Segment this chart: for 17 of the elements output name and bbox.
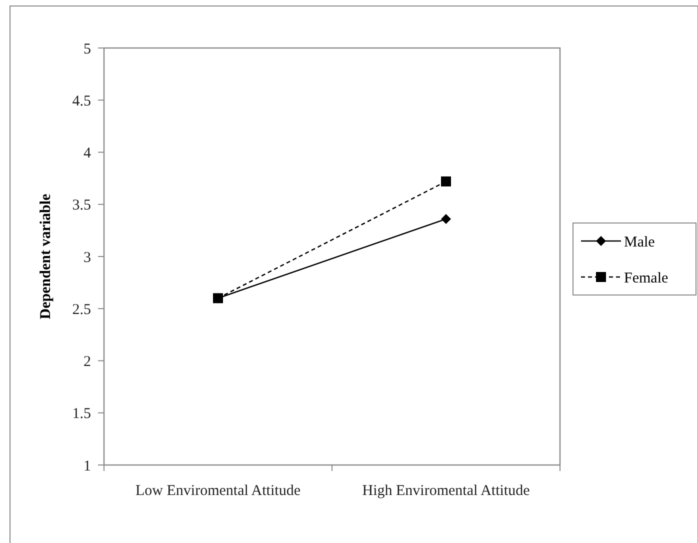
y-tick-label: 1.5 (72, 406, 91, 422)
y-tick-label: 3.5 (72, 198, 91, 214)
legend-label: Male (624, 234, 656, 250)
y-tick-label: 2.5 (72, 302, 91, 318)
legend-label: Female (624, 270, 668, 286)
y-tick-label: 2 (84, 354, 91, 370)
point (213, 293, 223, 304)
y-tick-label: 4 (84, 146, 92, 162)
y-tick-label: 5 (84, 41, 91, 58)
y-axis-title: Dependent variable (38, 193, 54, 320)
y-tick-label: 1 (84, 458, 91, 474)
y-tick-label: 4.5 (72, 93, 91, 110)
point (441, 176, 451, 186)
x-tick-label: Low Enviromental Attitude (136, 483, 301, 499)
x-tick-label: High Enviromental Attitude (362, 483, 530, 499)
point (441, 214, 451, 224)
y-tick-label: 3 (84, 250, 91, 266)
